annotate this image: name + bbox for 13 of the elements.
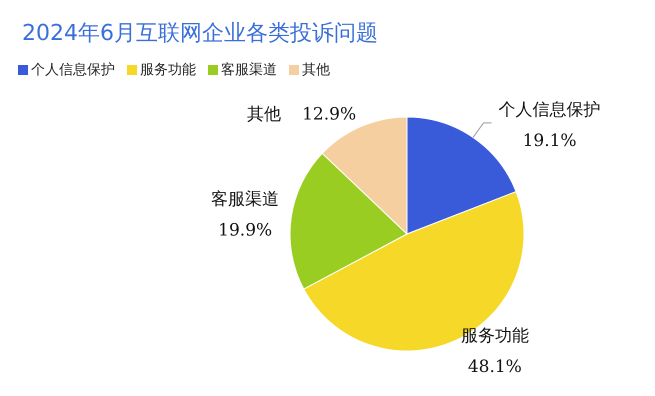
legend-label: 客服渠道 <box>221 62 277 78</box>
chart-title: 2024年6月互联网企业各类投诉问题 <box>22 21 378 46</box>
data-label: 19.9% <box>218 220 272 241</box>
slice-label: 客服渠道 <box>211 190 280 210</box>
legend-label: 个人信息保护 <box>31 62 115 78</box>
slice-label: 服务功能 <box>460 326 529 346</box>
data-label: 19.1% <box>522 130 577 151</box>
legend-label: 服务功能 <box>140 62 196 78</box>
data-label: 48.1% <box>468 357 522 378</box>
slice-label: 个人信息保护 <box>498 100 601 120</box>
slice-label: 其他 <box>247 104 282 124</box>
legend-label: 其他 <box>302 62 330 78</box>
data-label: 12.9% <box>302 104 356 124</box>
